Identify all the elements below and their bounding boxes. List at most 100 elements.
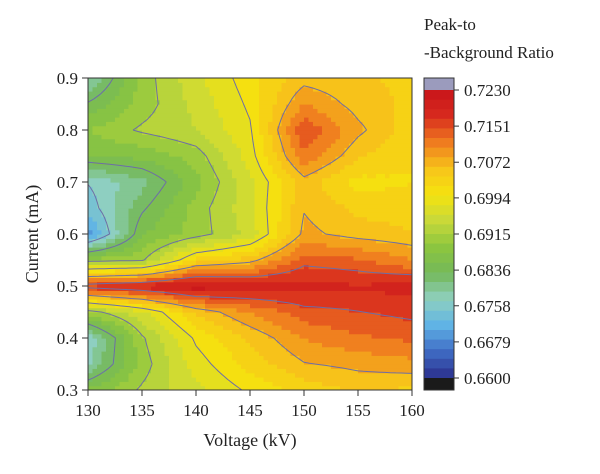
heatmap-cell bbox=[371, 169, 377, 174]
heatmap-cell bbox=[313, 255, 319, 261]
heatmap-cell bbox=[164, 359, 170, 365]
heatmap-cell bbox=[200, 238, 206, 244]
heatmap-cell bbox=[88, 190, 94, 196]
heatmap-cell bbox=[331, 91, 337, 96]
heatmap-cell bbox=[380, 169, 386, 174]
heatmap-cell bbox=[110, 234, 116, 239]
heatmap-cell bbox=[169, 251, 175, 257]
heatmap-cell bbox=[236, 325, 242, 330]
heatmap-cell bbox=[119, 346, 125, 352]
heatmap-cell bbox=[169, 320, 175, 326]
heatmap-cell bbox=[182, 342, 188, 348]
heatmap-cell bbox=[124, 208, 130, 213]
heatmap-cell bbox=[182, 320, 188, 326]
heatmap-cell bbox=[182, 251, 188, 257]
heatmap-cell bbox=[173, 221, 179, 226]
heatmap-cell bbox=[124, 195, 130, 200]
heatmap-cell bbox=[164, 186, 170, 192]
heatmap-cell bbox=[362, 138, 368, 144]
heatmap-cell bbox=[232, 294, 238, 300]
heatmap-cell bbox=[376, 281, 382, 287]
heatmap-cell bbox=[367, 286, 373, 291]
heatmap-cell bbox=[227, 364, 233, 369]
heatmap-cell bbox=[290, 316, 296, 322]
heatmap-cell bbox=[286, 147, 292, 153]
heatmap-cell bbox=[178, 346, 184, 352]
heatmap-cell bbox=[259, 160, 265, 166]
heatmap-cell bbox=[232, 325, 238, 330]
heatmap-cell bbox=[227, 377, 233, 382]
heatmap-cell bbox=[173, 277, 179, 283]
heatmap-cell bbox=[155, 112, 161, 118]
heatmap-cell bbox=[236, 351, 242, 356]
heatmap-cell bbox=[362, 299, 368, 304]
heatmap-cell bbox=[119, 385, 125, 390]
heatmap-cell bbox=[227, 186, 233, 192]
heatmap-cell bbox=[362, 294, 368, 300]
heatmap-cell bbox=[151, 177, 157, 183]
heatmap-cell bbox=[178, 329, 184, 335]
heatmap-cell bbox=[106, 290, 112, 296]
heatmap-cell bbox=[313, 273, 319, 278]
heatmap-cell bbox=[389, 329, 395, 335]
heatmap-cell bbox=[250, 208, 256, 213]
heatmap-cell bbox=[340, 95, 346, 101]
heatmap-cell bbox=[155, 151, 161, 157]
heatmap-cell bbox=[209, 251, 215, 257]
heatmap-cell bbox=[290, 385, 296, 390]
heatmap-cell bbox=[236, 316, 242, 322]
heatmap-cell bbox=[160, 125, 166, 131]
heatmap-cell bbox=[92, 156, 98, 161]
heatmap-cell bbox=[380, 112, 386, 118]
heatmap-cell bbox=[232, 320, 238, 326]
heatmap-cell bbox=[272, 147, 278, 153]
heatmap-cell bbox=[110, 264, 116, 270]
heatmap-cell bbox=[362, 212, 368, 218]
heatmap-cell bbox=[304, 104, 310, 109]
heatmap-cell bbox=[259, 255, 265, 261]
heatmap-cell bbox=[326, 108, 332, 114]
heatmap-cell bbox=[205, 138, 211, 144]
heatmap-cell bbox=[200, 290, 206, 296]
heatmap-cell bbox=[245, 264, 251, 270]
heatmap-cell bbox=[398, 351, 404, 356]
heatmap-cell bbox=[380, 307, 386, 313]
heatmap-cell bbox=[92, 234, 98, 239]
heatmap-cell bbox=[362, 216, 368, 222]
heatmap-cell bbox=[358, 364, 364, 369]
heatmap-cell bbox=[367, 264, 373, 270]
heatmap-cell bbox=[250, 255, 256, 261]
heatmap-cell bbox=[133, 208, 139, 213]
heatmap-cell bbox=[371, 95, 377, 101]
heatmap-cell bbox=[101, 372, 107, 378]
heatmap-cell bbox=[268, 182, 274, 187]
heatmap-cell bbox=[137, 260, 143, 265]
heatmap-cell bbox=[290, 307, 296, 313]
heatmap-cell bbox=[286, 273, 292, 278]
heatmap-cell bbox=[340, 138, 346, 144]
heatmap-cell bbox=[326, 299, 332, 304]
heatmap-cell bbox=[290, 342, 296, 348]
heatmap-cell bbox=[259, 147, 265, 153]
heatmap-cell bbox=[101, 208, 107, 213]
heatmap-cell bbox=[263, 147, 269, 153]
heatmap-cell bbox=[187, 303, 193, 309]
heatmap-cell bbox=[290, 359, 296, 365]
heatmap-cell bbox=[200, 121, 206, 127]
heatmap-cell bbox=[205, 355, 211, 361]
heatmap-cell bbox=[317, 377, 323, 382]
heatmap-cell bbox=[146, 338, 152, 343]
heatmap-cell bbox=[304, 364, 310, 369]
heatmap-cell bbox=[146, 312, 152, 317]
heatmap-cell bbox=[119, 359, 125, 365]
heatmap-cell bbox=[169, 208, 175, 213]
heatmap-cell bbox=[367, 346, 373, 352]
heatmap-cell bbox=[367, 273, 373, 278]
heatmap-cell bbox=[106, 342, 112, 348]
heatmap-cell bbox=[124, 260, 130, 265]
heatmap-cell bbox=[196, 95, 202, 101]
heatmap-cell bbox=[326, 203, 332, 209]
heatmap-cell bbox=[155, 333, 161, 339]
heatmap-cell bbox=[295, 143, 301, 148]
heatmap-cell bbox=[178, 355, 184, 361]
